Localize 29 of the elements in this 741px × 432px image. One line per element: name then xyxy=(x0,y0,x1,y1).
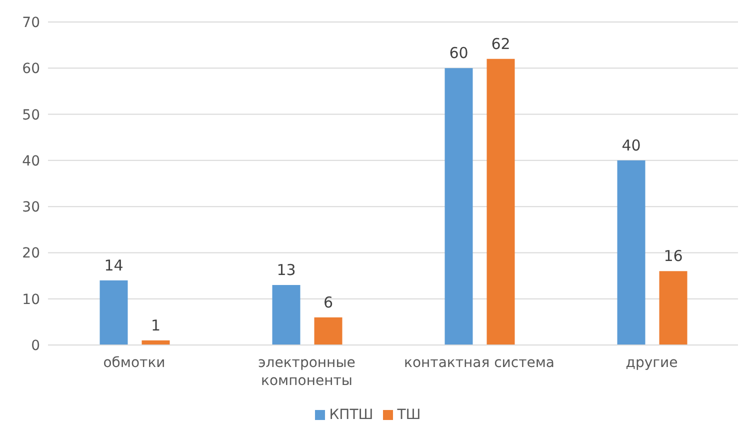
x-tick-label: другие xyxy=(626,355,678,371)
x-tick-label: обмотки xyxy=(103,355,166,371)
bar xyxy=(486,58,515,345)
bar xyxy=(659,271,688,345)
bar xyxy=(444,68,473,345)
y-tick-label: 20 xyxy=(22,246,40,262)
x-tick-label: электронные компоненты xyxy=(258,355,356,389)
y-tick-label: 10 xyxy=(22,292,40,308)
y-tick-label: 40 xyxy=(22,153,40,170)
x-tick-label: контактная система xyxy=(404,355,555,371)
data-label: 6 xyxy=(323,293,334,312)
data-label: 14 xyxy=(104,256,124,274)
bar xyxy=(100,280,128,345)
data-label: 16 xyxy=(664,247,683,266)
data-label: 62 xyxy=(491,34,510,53)
y-tick-label: 60 xyxy=(22,61,40,78)
bar xyxy=(314,317,342,345)
legend-label: ТШ xyxy=(397,407,421,423)
y-tick-label: 50 xyxy=(22,107,40,124)
bar xyxy=(272,285,300,345)
y-tick-label: 70 xyxy=(22,14,40,31)
bar xyxy=(617,160,646,345)
data-label: 40 xyxy=(622,136,641,154)
y-tick-label: 30 xyxy=(22,200,40,216)
y-tick-label: 0 xyxy=(31,338,40,354)
data-label: 13 xyxy=(276,261,296,280)
data-label: 1 xyxy=(150,316,161,334)
legend-label: КПТШ xyxy=(329,407,374,423)
data-label: 60 xyxy=(449,44,468,62)
